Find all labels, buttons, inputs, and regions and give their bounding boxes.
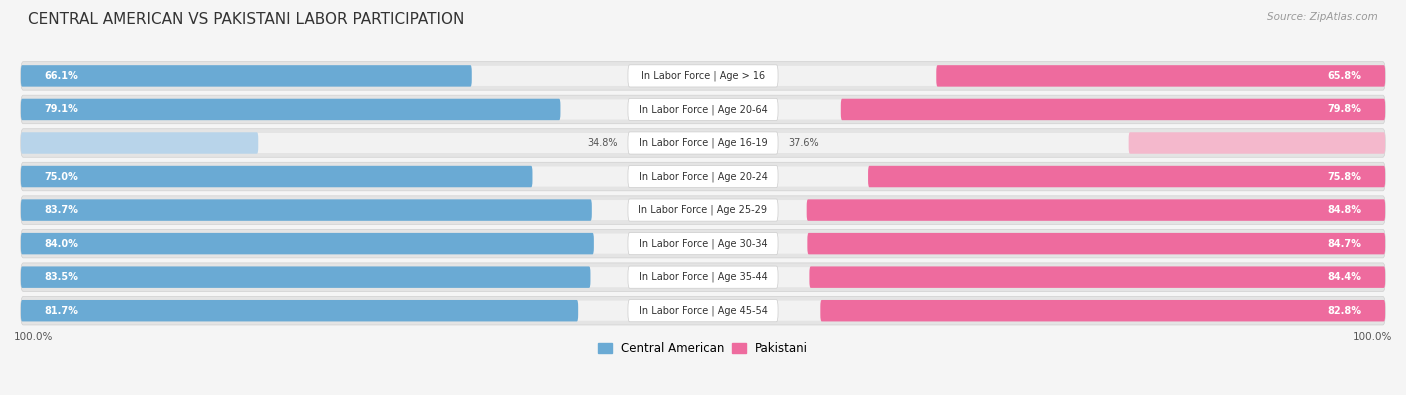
Text: 79.1%: 79.1% bbox=[45, 104, 79, 115]
FancyBboxPatch shape bbox=[841, 99, 1385, 120]
FancyBboxPatch shape bbox=[810, 267, 1385, 288]
FancyBboxPatch shape bbox=[21, 233, 593, 254]
FancyBboxPatch shape bbox=[21, 62, 1385, 90]
Text: 84.0%: 84.0% bbox=[45, 239, 79, 248]
FancyBboxPatch shape bbox=[21, 196, 1385, 224]
Text: 79.8%: 79.8% bbox=[1327, 104, 1361, 115]
FancyBboxPatch shape bbox=[21, 95, 1385, 124]
FancyBboxPatch shape bbox=[21, 263, 1385, 292]
FancyBboxPatch shape bbox=[628, 132, 778, 154]
Text: 100.0%: 100.0% bbox=[14, 332, 53, 342]
Text: 100.0%: 100.0% bbox=[1353, 332, 1392, 342]
FancyBboxPatch shape bbox=[21, 199, 592, 221]
Text: 34.8%: 34.8% bbox=[588, 138, 617, 148]
FancyBboxPatch shape bbox=[24, 133, 1382, 153]
Text: 81.7%: 81.7% bbox=[45, 306, 79, 316]
FancyBboxPatch shape bbox=[1129, 132, 1385, 154]
FancyBboxPatch shape bbox=[807, 233, 1385, 254]
FancyBboxPatch shape bbox=[21, 132, 259, 154]
Text: 83.7%: 83.7% bbox=[45, 205, 79, 215]
FancyBboxPatch shape bbox=[628, 300, 778, 322]
FancyBboxPatch shape bbox=[24, 66, 1382, 86]
FancyBboxPatch shape bbox=[21, 99, 561, 120]
Text: In Labor Force | Age 35-44: In Labor Force | Age 35-44 bbox=[638, 272, 768, 282]
FancyBboxPatch shape bbox=[628, 65, 778, 87]
Text: 82.8%: 82.8% bbox=[1327, 306, 1361, 316]
Text: CENTRAL AMERICAN VS PAKISTANI LABOR PARTICIPATION: CENTRAL AMERICAN VS PAKISTANI LABOR PART… bbox=[28, 12, 464, 27]
FancyBboxPatch shape bbox=[21, 300, 578, 322]
Text: 84.4%: 84.4% bbox=[1327, 272, 1361, 282]
Text: 37.6%: 37.6% bbox=[789, 138, 818, 148]
FancyBboxPatch shape bbox=[21, 297, 1385, 325]
FancyBboxPatch shape bbox=[24, 233, 1382, 254]
FancyBboxPatch shape bbox=[628, 98, 778, 120]
Legend: Central American, Pakistani: Central American, Pakistani bbox=[593, 337, 813, 360]
FancyBboxPatch shape bbox=[24, 301, 1382, 321]
FancyBboxPatch shape bbox=[21, 229, 1385, 258]
FancyBboxPatch shape bbox=[21, 162, 1385, 191]
Text: In Labor Force | Age > 16: In Labor Force | Age > 16 bbox=[641, 71, 765, 81]
FancyBboxPatch shape bbox=[628, 199, 778, 221]
FancyBboxPatch shape bbox=[21, 129, 1385, 157]
FancyBboxPatch shape bbox=[24, 100, 1382, 120]
Text: 65.8%: 65.8% bbox=[1327, 71, 1361, 81]
FancyBboxPatch shape bbox=[21, 166, 533, 187]
FancyBboxPatch shape bbox=[936, 65, 1385, 87]
FancyBboxPatch shape bbox=[21, 65, 472, 87]
Text: 84.7%: 84.7% bbox=[1327, 239, 1361, 248]
FancyBboxPatch shape bbox=[628, 266, 778, 288]
FancyBboxPatch shape bbox=[21, 267, 591, 288]
FancyBboxPatch shape bbox=[24, 267, 1382, 287]
Text: In Labor Force | Age 20-64: In Labor Force | Age 20-64 bbox=[638, 104, 768, 115]
Text: 84.8%: 84.8% bbox=[1327, 205, 1361, 215]
Text: In Labor Force | Age 30-34: In Labor Force | Age 30-34 bbox=[638, 238, 768, 249]
Text: 66.1%: 66.1% bbox=[45, 71, 79, 81]
Text: 75.0%: 75.0% bbox=[45, 171, 79, 182]
FancyBboxPatch shape bbox=[24, 200, 1382, 220]
Text: In Labor Force | Age 25-29: In Labor Force | Age 25-29 bbox=[638, 205, 768, 215]
Text: In Labor Force | Age 20-24: In Labor Force | Age 20-24 bbox=[638, 171, 768, 182]
FancyBboxPatch shape bbox=[628, 233, 778, 255]
FancyBboxPatch shape bbox=[628, 166, 778, 188]
FancyBboxPatch shape bbox=[807, 199, 1385, 221]
Text: 75.8%: 75.8% bbox=[1327, 171, 1361, 182]
FancyBboxPatch shape bbox=[24, 166, 1382, 186]
Text: In Labor Force | Age 16-19: In Labor Force | Age 16-19 bbox=[638, 138, 768, 148]
Text: 83.5%: 83.5% bbox=[45, 272, 79, 282]
FancyBboxPatch shape bbox=[868, 166, 1385, 187]
Text: Source: ZipAtlas.com: Source: ZipAtlas.com bbox=[1267, 12, 1378, 22]
FancyBboxPatch shape bbox=[820, 300, 1385, 322]
Text: In Labor Force | Age 45-54: In Labor Force | Age 45-54 bbox=[638, 305, 768, 316]
